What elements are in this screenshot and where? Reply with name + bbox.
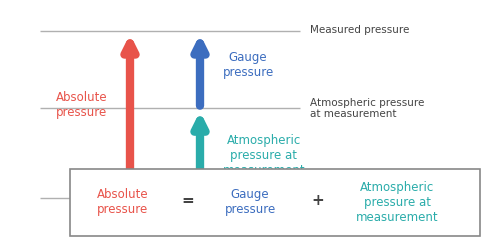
- Text: Gauge
pressure: Gauge pressure: [224, 188, 276, 216]
- Text: =: =: [181, 193, 194, 208]
- Text: Absolute
pressure: Absolute pressure: [56, 91, 108, 119]
- Text: Gauge
pressure: Gauge pressure: [222, 51, 274, 79]
- Text: Atmospheric
pressure at
measurement: Atmospheric pressure at measurement: [222, 134, 305, 177]
- Text: Absolute
pressure: Absolute pressure: [96, 188, 148, 216]
- Text: Atmospheric pressure
at measurement: Atmospheric pressure at measurement: [310, 98, 424, 119]
- Text: Measured pressure: Measured pressure: [310, 25, 410, 35]
- Text: +: +: [311, 193, 324, 208]
- Text: Vacuum: Vacuum: [310, 191, 352, 201]
- Bar: [70, 169, 480, 236]
- Text: Atmospheric
pressure at
measurement: Atmospheric pressure at measurement: [356, 181, 439, 224]
